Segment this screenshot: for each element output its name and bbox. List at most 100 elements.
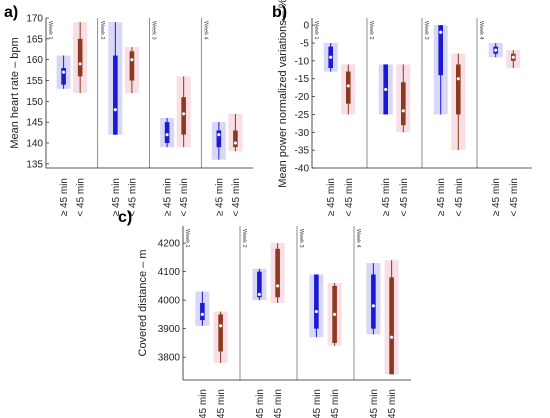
y-tick-label: 4200 bbox=[158, 239, 181, 250]
box-median bbox=[181, 112, 186, 116]
box-week4-ge-45-min bbox=[488, 43, 503, 58]
x-tick-label: ≥ 45 min bbox=[326, 178, 337, 216]
week-label-2: Week 2 bbox=[368, 21, 374, 40]
box-iqr bbox=[371, 274, 376, 329]
box-median bbox=[438, 30, 443, 35]
y-tick-label: 140 bbox=[26, 139, 43, 150]
week-label-2: Week 2 bbox=[99, 21, 105, 40]
week-label-4: Week 4 bbox=[202, 21, 208, 40]
x-tick-label: < 45 min bbox=[216, 389, 227, 418]
y-axis-label: Covered distance – m bbox=[137, 250, 149, 357]
x-tick-label: ≥ 45 min bbox=[491, 178, 502, 216]
y-tick-label: 145 bbox=[26, 118, 43, 129]
box-median bbox=[314, 309, 319, 314]
box-median bbox=[78, 62, 82, 66]
box-median bbox=[511, 55, 516, 60]
x-tick-label: < 45 min bbox=[76, 178, 87, 217]
x-tick-label: ≥ 45 min bbox=[255, 389, 266, 418]
x-tick-label: < 45 min bbox=[399, 178, 410, 217]
x-tick-label: ≥ 45 min bbox=[198, 389, 209, 418]
box-iqr bbox=[61, 68, 66, 85]
y-tick-label: 4100 bbox=[158, 267, 181, 278]
box-median bbox=[218, 324, 223, 328]
box-iqr bbox=[218, 314, 223, 352]
week-label-3: Week 3 bbox=[151, 21, 157, 40]
x-tick-label: ≥ 45 min bbox=[111, 178, 122, 216]
box-week2-ge-45-min bbox=[108, 22, 123, 135]
box-median bbox=[328, 55, 333, 60]
y-tick-label: -20 bbox=[295, 92, 310, 103]
y-tick-label: 0 bbox=[303, 21, 309, 32]
y-tick-label: -15 bbox=[295, 74, 310, 85]
box-median bbox=[383, 87, 388, 92]
y-tick-label: -35 bbox=[295, 146, 310, 157]
x-tick-label: < 45 min bbox=[273, 389, 284, 418]
box-iqr bbox=[314, 274, 319, 329]
box-week3-ge-45-min bbox=[433, 25, 448, 115]
y-tick-label: 3900 bbox=[158, 324, 181, 335]
box-median bbox=[200, 312, 205, 317]
y-tick-label: -10 bbox=[295, 56, 310, 67]
box-week3-ge-45-min bbox=[160, 118, 175, 148]
x-tick-label: ≥ 45 min bbox=[59, 178, 70, 216]
box-week2-ge-45-min bbox=[252, 268, 267, 301]
box-week4-ge-45-min bbox=[211, 122, 226, 160]
panel-letter: b) bbox=[272, 4, 287, 21]
y-tick-label: 4000 bbox=[158, 296, 181, 307]
x-tick-label: < 45 min bbox=[454, 178, 465, 217]
box-median bbox=[113, 107, 118, 112]
box-iqr bbox=[164, 122, 170, 143]
y-tick-label: 170 bbox=[26, 14, 43, 25]
box-iqr bbox=[257, 271, 262, 298]
box-iqr bbox=[200, 303, 205, 321]
box-week2-ge-45-min bbox=[378, 64, 393, 115]
box-week3-lt-45-min bbox=[451, 53, 466, 151]
box-median bbox=[233, 141, 238, 145]
box-median bbox=[389, 335, 394, 339]
x-tick-label: ≥ 45 min bbox=[312, 389, 323, 418]
box-week1-ge-45-min bbox=[195, 291, 210, 326]
box-week1-ge-45-min bbox=[56, 55, 71, 89]
box-median bbox=[493, 48, 498, 52]
x-tick-label: ≥ 45 min bbox=[369, 389, 380, 418]
box-median bbox=[371, 304, 376, 308]
x-tick-label: < 45 min bbox=[179, 178, 190, 217]
panel-letter: c) bbox=[118, 209, 132, 226]
week-label-2: Week 2 bbox=[241, 229, 247, 248]
week-label-1: Week 1 bbox=[184, 229, 190, 248]
box-iqr bbox=[77, 38, 83, 77]
x-tick-label: < 45 min bbox=[127, 178, 138, 217]
box-median bbox=[275, 284, 280, 288]
x-tick-label: < 45 min bbox=[344, 178, 355, 217]
box-median bbox=[332, 312, 337, 317]
box-iqr bbox=[233, 130, 238, 148]
x-tick-label: ≥ 45 min bbox=[381, 178, 392, 216]
panel-b: b) 0 -5 -10 -15 -20 -25 -30 -35 -40 Mean power nor… bbox=[272, 0, 532, 217]
box-week3-lt-45-min bbox=[176, 76, 191, 148]
x-tick-label: < 45 min bbox=[231, 178, 242, 217]
y-tick-label: 135 bbox=[26, 159, 43, 170]
box-iqr bbox=[401, 82, 406, 126]
box-median bbox=[165, 132, 169, 137]
box-week2-lt-45-min bbox=[396, 64, 411, 133]
week-label-3: Week 3 bbox=[298, 229, 304, 248]
week-label-4: Week 4 bbox=[355, 229, 361, 248]
box-week2-lt-45-min bbox=[124, 47, 139, 93]
box-week4-lt-45-min bbox=[384, 260, 399, 375]
box-median bbox=[130, 57, 134, 62]
week-label-4: Week 4 bbox=[478, 21, 484, 40]
panel-a: a) 135 140 145 150 155 160 165 170 Mean heart rat… bbox=[4, 4, 253, 217]
y-axis-label: Mean heart rate – bpm bbox=[9, 37, 21, 148]
week-label-3: Week 3 bbox=[423, 21, 429, 40]
box-iqr bbox=[275, 248, 280, 298]
y-axis-label: Mean power normalized variations – % bbox=[277, 0, 289, 188]
box-week4-ge-45-min bbox=[366, 263, 381, 335]
y-tick-label: -25 bbox=[295, 110, 310, 121]
y-tick-label: 160 bbox=[26, 55, 43, 66]
box-week3-lt-45-min bbox=[327, 283, 342, 346]
box-iqr bbox=[181, 97, 186, 135]
box-week1-lt-45-min bbox=[213, 311, 228, 363]
box-week2-lt-45-min bbox=[270, 243, 285, 303]
x-tick-label: ≥ 45 min bbox=[163, 178, 174, 216]
